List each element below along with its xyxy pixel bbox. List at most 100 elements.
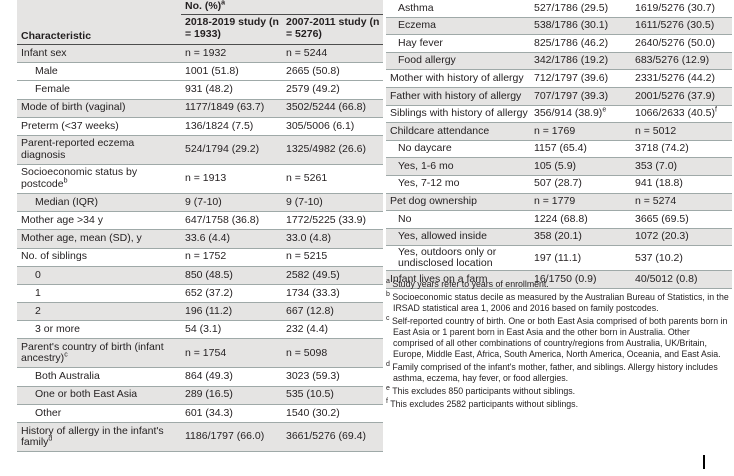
footnote: f This excludes 2582 participants withou…: [386, 398, 579, 409]
value-2018-2019: 196 (11.2): [181, 302, 282, 322]
value-2018-2019: n = 1769: [530, 122, 631, 141]
table-row: Asthma 527/1786 (29.5) 1619/5276 (30.7): [386, 0, 732, 18]
table-row: Both Australia 864 (49.3) 3023 (59.3): [17, 367, 383, 387]
table-row: Parent-reported eczema diagnosis 524/1794…: [17, 135, 383, 165]
value-2007-2011: 2582 (49.5): [282, 266, 383, 285]
row-label: Asthma: [386, 0, 530, 18]
value-2007-2011: 3023 (59.3): [282, 367, 383, 387]
value-2007-2011: 305/5006 (6.1): [282, 117, 383, 136]
table-row: Infant lives on a farm 16/1750 (0.9) 40/50…: [386, 270, 732, 289]
value-2007-2011: 2640/5276 (50.0): [631, 34, 732, 53]
value-2018-2019: 931 (48.2): [181, 80, 282, 100]
row-label: Hay fever: [386, 34, 530, 53]
value-2018-2019: 707/1797 (39.3): [530, 87, 631, 106]
value-2018-2019: 197 (11.1): [530, 245, 631, 272]
row-label: Other: [17, 404, 181, 424]
table-row: Yes, 1-6 mo 105 (5.9) 353 (7.0): [386, 157, 732, 176]
characteristics-table-left: Characteristic No. (%)a 2018-2019 study …: [17, 0, 383, 452]
study-2018-header: 2018-2019 study (n = 1933): [185, 16, 279, 40]
row-label: Parent-reported eczema diagnosis: [17, 135, 181, 165]
value-2007-2011: 353 (7.0): [631, 157, 732, 176]
row-label: Female: [17, 80, 181, 100]
row-label: Socioeconomic status by postcodeb: [17, 164, 181, 194]
table-row: Infant sex n = 1932 n = 5244: [17, 44, 383, 64]
value-2018-2019: 16/1750 (0.9): [530, 270, 631, 289]
value-2007-2011: 1066/2633 (40.5)f: [631, 105, 732, 124]
study-2007-header: 2007-2011 study (n = 5276): [286, 16, 380, 40]
table-header-row: Characteristic No. (%)a 2018-2019 study …: [17, 0, 383, 45]
value-2018-2019: n = 1779: [530, 193, 631, 212]
row-label: Infant lives on a farm: [386, 270, 530, 289]
row-label: Mother with history of allergy: [386, 69, 530, 88]
value-2007-2011: 2579 (49.2): [282, 80, 383, 100]
table-row: Eczema 538/1786 (30.1) 1611/5276 (30.5): [386, 17, 732, 36]
value-2007-2011: 941 (18.8): [631, 175, 732, 194]
row-label: No. of siblings: [17, 248, 181, 267]
row-label: Yes, allowed inside: [386, 228, 530, 247]
row-label: Yes, 7-12 mo: [386, 175, 530, 194]
value-2018-2019: 358 (20.1): [530, 228, 631, 247]
value-2018-2019: n = 1932: [181, 44, 282, 64]
row-label: No daycare: [386, 140, 530, 159]
row-label: 1: [17, 284, 181, 304]
table-row: Parent's country of birth (infant ancest…: [17, 338, 383, 369]
footnotes: a Study years refer to years of enrollme…: [386, 278, 732, 412]
value-2018-2019: n = 1754: [181, 338, 282, 369]
value-2007-2011: 3502/5244 (66.8): [282, 99, 383, 118]
table-row: 1 652 (37.2) 1734 (33.3): [17, 284, 383, 304]
value-2007-2011: 40/5012 (0.8): [631, 270, 732, 289]
value-2018-2019: 1224 (68.8): [530, 210, 631, 229]
row-label: Childcare attendance: [386, 122, 530, 141]
value-2007-2011: 2665 (50.8): [282, 62, 383, 82]
table-row: 0 850 (48.5) 2582 (49.5): [17, 266, 383, 285]
value-2018-2019: 1157 (65.4): [530, 140, 631, 159]
value-2007-2011: n = 5098: [282, 338, 383, 369]
row-label: Father with history of allergy: [386, 87, 530, 106]
row-label: 2: [17, 302, 181, 322]
value-2007-2011: 537 (10.2): [631, 245, 732, 272]
value-2018-2019: 356/914 (38.9)e: [530, 105, 631, 124]
value-2007-2011: 683/5276 (12.9): [631, 52, 732, 71]
value-2007-2011: 1540 (30.2): [282, 404, 383, 424]
table-row: Father with history of allergy 707/1797 (…: [386, 87, 732, 106]
characteristics-table-right: Asthma 527/1786 (29.5) 1619/5276 (30.7) Ecz…: [386, 0, 732, 289]
table-row: Mother with history of allergy 712/1797 (…: [386, 69, 732, 88]
row-label: Yes, 1-6 mo: [386, 157, 530, 176]
footnote: d Family comprised of the infant's mothe…: [386, 361, 718, 383]
value-2018-2019: 825/1786 (46.2): [530, 34, 631, 53]
value-2007-2011: 2001/5276 (37.9): [631, 87, 732, 106]
row-label: Food allergy: [386, 52, 530, 71]
row-label: Both Australia: [17, 367, 181, 387]
table-row: One or both East Asia 289 (16.5) 535 (10.5…: [17, 386, 383, 405]
value-2018-2019: n = 1913: [181, 164, 282, 194]
no-percent-header: No. (%)a: [181, 0, 383, 15]
table-left: Characteristic No. (%)a 2018-2019 study …: [17, 0, 383, 452]
row-label: Pet dog ownership: [386, 193, 530, 212]
value-2018-2019: 850 (48.5): [181, 266, 282, 285]
value-2007-2011: n = 5244: [282, 44, 383, 64]
table-row: Food allergy 342/1786 (19.2) 683/5276 (12.…: [386, 52, 732, 71]
row-label: Median (IQR): [17, 193, 181, 213]
value-2018-2019: 652 (37.2): [181, 284, 282, 304]
value-2018-2019: n = 1752: [181, 248, 282, 267]
row-label: Eczema: [386, 17, 530, 36]
table-row: No daycare 1157 (65.4) 3718 (74.2): [386, 140, 732, 159]
table-row: Mother age, mean (SD), y 33.6 (4.4) 33.0 (…: [17, 229, 383, 249]
value-2018-2019: 1177/1849 (63.7): [181, 99, 282, 118]
value-2018-2019: 9 (7-10): [181, 193, 282, 213]
row-label: Male: [17, 62, 181, 82]
row-label: No: [386, 210, 530, 229]
value-2018-2019: 507 (28.7): [530, 175, 631, 194]
value-2007-2011: 1734 (33.3): [282, 284, 383, 304]
value-2007-2011: 3665 (69.5): [631, 210, 732, 229]
table-row: No. of siblings n = 1752 n = 5215: [17, 248, 383, 267]
table-row: Hay fever 825/1786 (46.2) 2640/5276 (50.0): [386, 34, 732, 53]
table-row: Yes, 7-12 mo 507 (28.7) 941 (18.8): [386, 175, 732, 194]
value-2007-2011: 9 (7-10): [282, 193, 383, 213]
value-2007-2011: 535 (10.5): [282, 386, 383, 405]
value-2018-2019: 1001 (51.8): [181, 62, 282, 82]
table-row: Other 601 (34.3) 1540 (30.2): [17, 404, 383, 424]
value-2018-2019: 289 (16.5): [181, 386, 282, 405]
value-2018-2019: 864 (49.3): [181, 367, 282, 387]
table-row: Yes, allowed inside 358 (20.1) 1072 (20.3): [386, 228, 732, 247]
